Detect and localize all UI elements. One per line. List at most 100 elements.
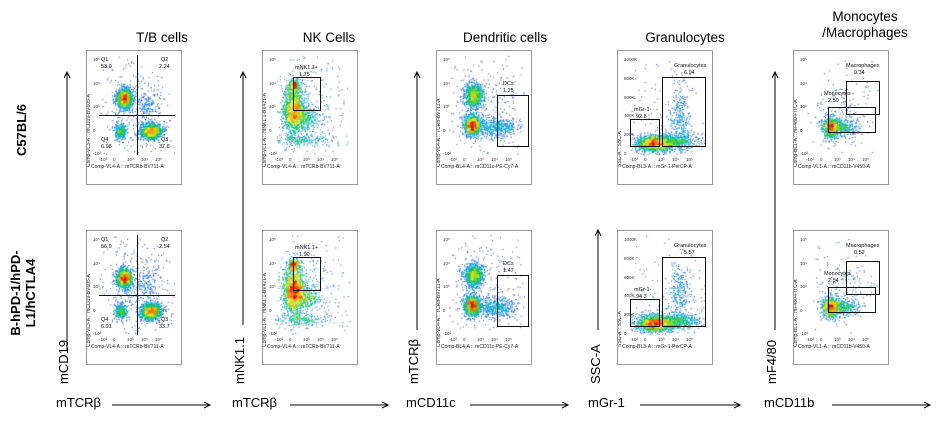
x-tick-label: 0 <box>289 337 292 342</box>
plot-panel-4-2: 1000K 800K 600K 400K 200K 0 -10³ 0 10³ 10⁴ 10⁵ SSC-… <box>617 230 713 365</box>
y-tick-label: 10⁴ <box>269 80 276 86</box>
y-tick-label: 10⁵ <box>269 237 276 242</box>
gate-macro-value: 0.52 <box>854 250 865 256</box>
y-tick-label: -10³ <box>93 331 102 336</box>
y-tick-label: 0 <box>800 307 803 313</box>
x-tick-label: 0 <box>289 157 292 162</box>
y-tick-label: 0 <box>93 127 96 133</box>
gate-mono-value: 2.50 <box>828 98 839 104</box>
gate-mono-value: 2.54 <box>828 278 839 284</box>
y-tick-label: 0 <box>443 127 446 133</box>
y-tick-label: -10³ <box>800 151 809 156</box>
x-tick-label: 0 <box>820 337 823 342</box>
plot-panel-3-1: 10⁵ 10⁴ 10³ 0 -10³ -10³ 0 10³ 10⁴ 10⁵ Comp-VL4-A :… <box>436 50 532 185</box>
plot-panel-2-2: 10⁵ 10⁴ 10³ 0 -10³ -10³ 0 10³ 10⁴ 10⁵ Comp-VL1-A :… <box>262 230 358 365</box>
quadrant-q4-label: Q4 <box>101 137 109 143</box>
quadrant-q2-label: Q2 <box>161 237 169 243</box>
panel-xlabel: Comp-BL3-A :: mGr-1-PerCP-A <box>622 344 692 350</box>
y-tick-label: 0 <box>624 331 627 336</box>
quadrant-q1-label: Q1 <box>101 57 109 63</box>
density-scatter <box>630 55 706 155</box>
density-scatter <box>806 55 882 155</box>
quadrant-q2-label: Q2 <box>161 57 169 63</box>
gate-granulocytes <box>662 77 706 147</box>
x-tick-label: 10³ <box>127 337 134 342</box>
density-scatter <box>806 235 882 335</box>
gate-gran-value: 6.94 <box>684 70 695 76</box>
gate-gran-name: Granulocytes <box>674 243 707 249</box>
panel-xlabel: Comp-VL4-A :: mTCRb-BV711-A <box>267 344 340 350</box>
x-tick-label: 10³ <box>658 337 665 342</box>
x-tick-label: 10⁵ <box>862 337 869 342</box>
gate-macrophages <box>846 81 880 115</box>
gate-dc-name: DCs <box>503 81 514 87</box>
y-tick-label: -10³ <box>269 151 278 156</box>
y-tick-label: 0 <box>800 127 803 133</box>
x-tick-label: 10³ <box>477 337 484 342</box>
plot-panel-1-1: 10⁵ 10⁴ 10³ 0 -10³ -10³ 0 10³ 10⁴ 10⁵ Comp-VL3-A :… <box>86 50 182 185</box>
gate-macro-name: Macrophages <box>846 243 880 249</box>
panel-xlabel: Comp-VL4-A :: mTCRb-BV711-A <box>91 164 164 170</box>
x-tick-label: 10⁵ <box>505 157 512 162</box>
column-title-nk: NK Cells <box>302 30 356 45</box>
plot-panel-5-2: 10⁵ 10⁴ 10³ 0 -10³ -10³ 0 10³ 10⁴ 10⁵ Comp-BL1-A :… <box>793 230 889 365</box>
panel-xlabel: Comp-VL4-A :: mTCRb-BV711-A <box>91 344 164 350</box>
quadrant-vline <box>137 235 138 335</box>
y-tick-label: 600K <box>624 274 635 280</box>
plot-panel-4-1: 1000K 800K 600K 400K 200K 0 -10³ 0 10³ 10⁴ 10⁵ SSC-… <box>617 50 713 185</box>
x-tick-label: 0 <box>644 337 647 342</box>
quadrant-q1-label: Q1 <box>101 237 109 243</box>
y-tick-label: 10³ <box>93 284 100 289</box>
x-tick-label: 10³ <box>477 157 484 162</box>
y-tick-label: 0 <box>624 151 627 156</box>
x-tick-label: -10³ <box>449 157 458 162</box>
x-tick-label: 10⁴ <box>672 157 679 162</box>
plot-panel-2-1: 10⁵ 10⁴ 10³ 0 -10³ -10³ 0 10³ 10⁴ 10⁵ Comp-VL1-A :… <box>262 50 358 185</box>
x-tick-label: -10³ <box>806 337 815 342</box>
gate-gran-name: Granulocytes <box>674 63 707 69</box>
plot-panel-3-2: 10⁵ 10⁴ 10³ 0 -10³ -10³ 0 10³ 10⁴ 10⁵ Comp-VL4-A :… <box>436 230 532 365</box>
y-tick-label: 400K <box>624 293 635 299</box>
y-tick-label: 10⁵ <box>800 57 807 62</box>
quadrant-q2-value: 2.24 <box>159 64 170 70</box>
y-tick-label: 10⁵ <box>443 57 450 62</box>
big-xlabel-5: mCD11b <box>764 395 815 410</box>
x-tick-label: 10⁵ <box>505 337 512 342</box>
y-tick-label: 10³ <box>800 104 807 109</box>
column-title-mono-line2: /Macrophages <box>822 25 908 40</box>
y-tick-label: 10³ <box>443 104 450 109</box>
x-tick-label: 0 <box>820 157 823 162</box>
y-tick-label: 10⁵ <box>93 237 100 242</box>
gate-macrophages <box>846 261 880 295</box>
gate-mgr1-neg <box>630 299 660 327</box>
y-tick-label: -10³ <box>269 331 278 336</box>
x-tick-label: 10⁵ <box>331 337 338 342</box>
gate-dc-value: 1.47 <box>503 268 514 274</box>
x-tick-label: 10³ <box>303 157 310 162</box>
quadrant-q4-value: 6.91 <box>101 324 112 330</box>
x-tick-label: 0 <box>113 157 116 162</box>
density-scatter <box>275 235 351 335</box>
gate-macro-value: 0.34 <box>854 70 865 76</box>
quadrant-q3-value: 33.7 <box>159 324 170 330</box>
x-tick-label: -10³ <box>99 157 108 162</box>
big-xlabel-1: mTCRβ <box>56 395 102 410</box>
gate-dc-name: DCs <box>503 261 514 267</box>
gate-dc <box>497 275 529 327</box>
x-tick-label: 10³ <box>834 337 841 342</box>
gate-mgr1-value: 92.8 <box>636 114 647 120</box>
x-tick-label: 10⁵ <box>155 337 162 342</box>
y-tick-label: 800K <box>624 75 635 81</box>
x-tick-label: 10⁵ <box>155 157 162 162</box>
y-tick-label: 1000K <box>624 237 638 242</box>
x-tick-label: 10⁵ <box>686 157 693 162</box>
column-title-gran: Granulocytes <box>645 30 725 45</box>
y-tick-label: 200K <box>624 132 635 138</box>
quadrant-q4-value: 6.98 <box>101 144 112 150</box>
y-tick-label: -10³ <box>93 151 102 156</box>
y-tick-label: 0 <box>443 307 446 313</box>
gate-nk-value: 1.90 <box>299 252 310 258</box>
y-tick-label: 0 <box>93 307 96 313</box>
y-tick-label: 1000K <box>624 57 638 62</box>
x-tick-label: 10⁵ <box>331 157 338 162</box>
